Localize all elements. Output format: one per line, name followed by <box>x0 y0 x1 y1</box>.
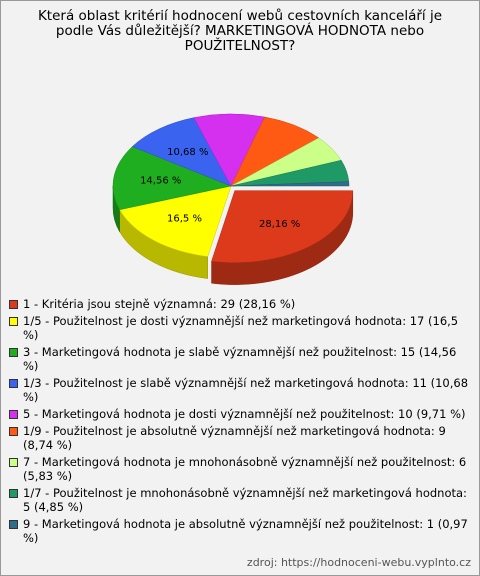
legend-swatch <box>9 317 18 326</box>
slice <box>119 185 232 257</box>
pie-chart: 28,16 % 16,5 % 14,56 % 10,68 % <box>112 113 354 285</box>
legend-item: 1/7 - Použitelnost je mnohonásobně význa… <box>9 486 471 514</box>
legend-item: 9 - Marketingová hodnota je absolutně vý… <box>9 517 471 545</box>
legend-label: 1 - Kritéria jsou stejně významná: 29 (2… <box>23 297 296 311</box>
legend-item: 1/9 - Použitelnost je absolutně významně… <box>9 424 471 452</box>
legend-item: 5 - Marketingová hodnota je dosti význam… <box>9 407 471 421</box>
slice-label: 16,5 % <box>167 214 202 225</box>
legend: 1 - Kritéria jsou stejně významná: 29 (2… <box>9 297 471 548</box>
slice <box>112 146 232 210</box>
legend-label: 1/7 - Použitelnost je mnohonásobně význa… <box>23 486 467 514</box>
legend-label: 7 - Marketingová hodnota je mnohonásobně… <box>23 455 467 483</box>
legend-swatch <box>9 379 18 388</box>
legend-swatch <box>9 489 18 498</box>
legend-item: 1 - Kritéria jsou stejně významná: 29 (2… <box>9 297 471 311</box>
legend-swatch <box>9 300 18 309</box>
legend-item: 1/5 - Použitelnost je dosti významnější … <box>9 314 471 342</box>
legend-item: 7 - Marketingová hodnota je mnohonásobně… <box>9 455 471 483</box>
legend-label: 5 - Marketingová hodnota je dosti význam… <box>23 407 466 421</box>
slice <box>131 117 232 187</box>
slice-label: 14,56 % <box>140 176 181 187</box>
legend-label: 9 - Marketingová hodnota je absolutně vý… <box>23 517 468 545</box>
legend-label: 3 - Marketingová hodnota je slabě význam… <box>23 345 457 373</box>
legend-swatch <box>9 427 18 436</box>
legend-label: 1/9 - Použitelnost je absolutně významně… <box>23 424 446 452</box>
legend-label: 1/3 - Použitelnost je slabě významnější … <box>23 376 469 404</box>
legend-swatch <box>9 458 18 467</box>
legend-swatch <box>9 520 18 529</box>
legend-item: 3 - Marketingová hodnota je slabě význam… <box>9 345 471 373</box>
legend-item: 1/3 - Použitelnost je slabě významnější … <box>9 376 471 404</box>
chart-title: Která oblast kritérií hodnocení webů ces… <box>37 8 443 54</box>
slice <box>230 181 350 187</box>
slice <box>211 190 354 263</box>
legend-label: 1/5 - Použitelnost je dosti významnější … <box>23 314 459 342</box>
slice-label: 28,16 % <box>259 219 300 230</box>
legend-swatch <box>9 348 18 357</box>
slice-label: 10,68 % <box>167 147 208 158</box>
legend-swatch <box>9 410 18 419</box>
source: zdroj: https://hodnoceni-webu.vyplnto.cz <box>246 556 471 569</box>
